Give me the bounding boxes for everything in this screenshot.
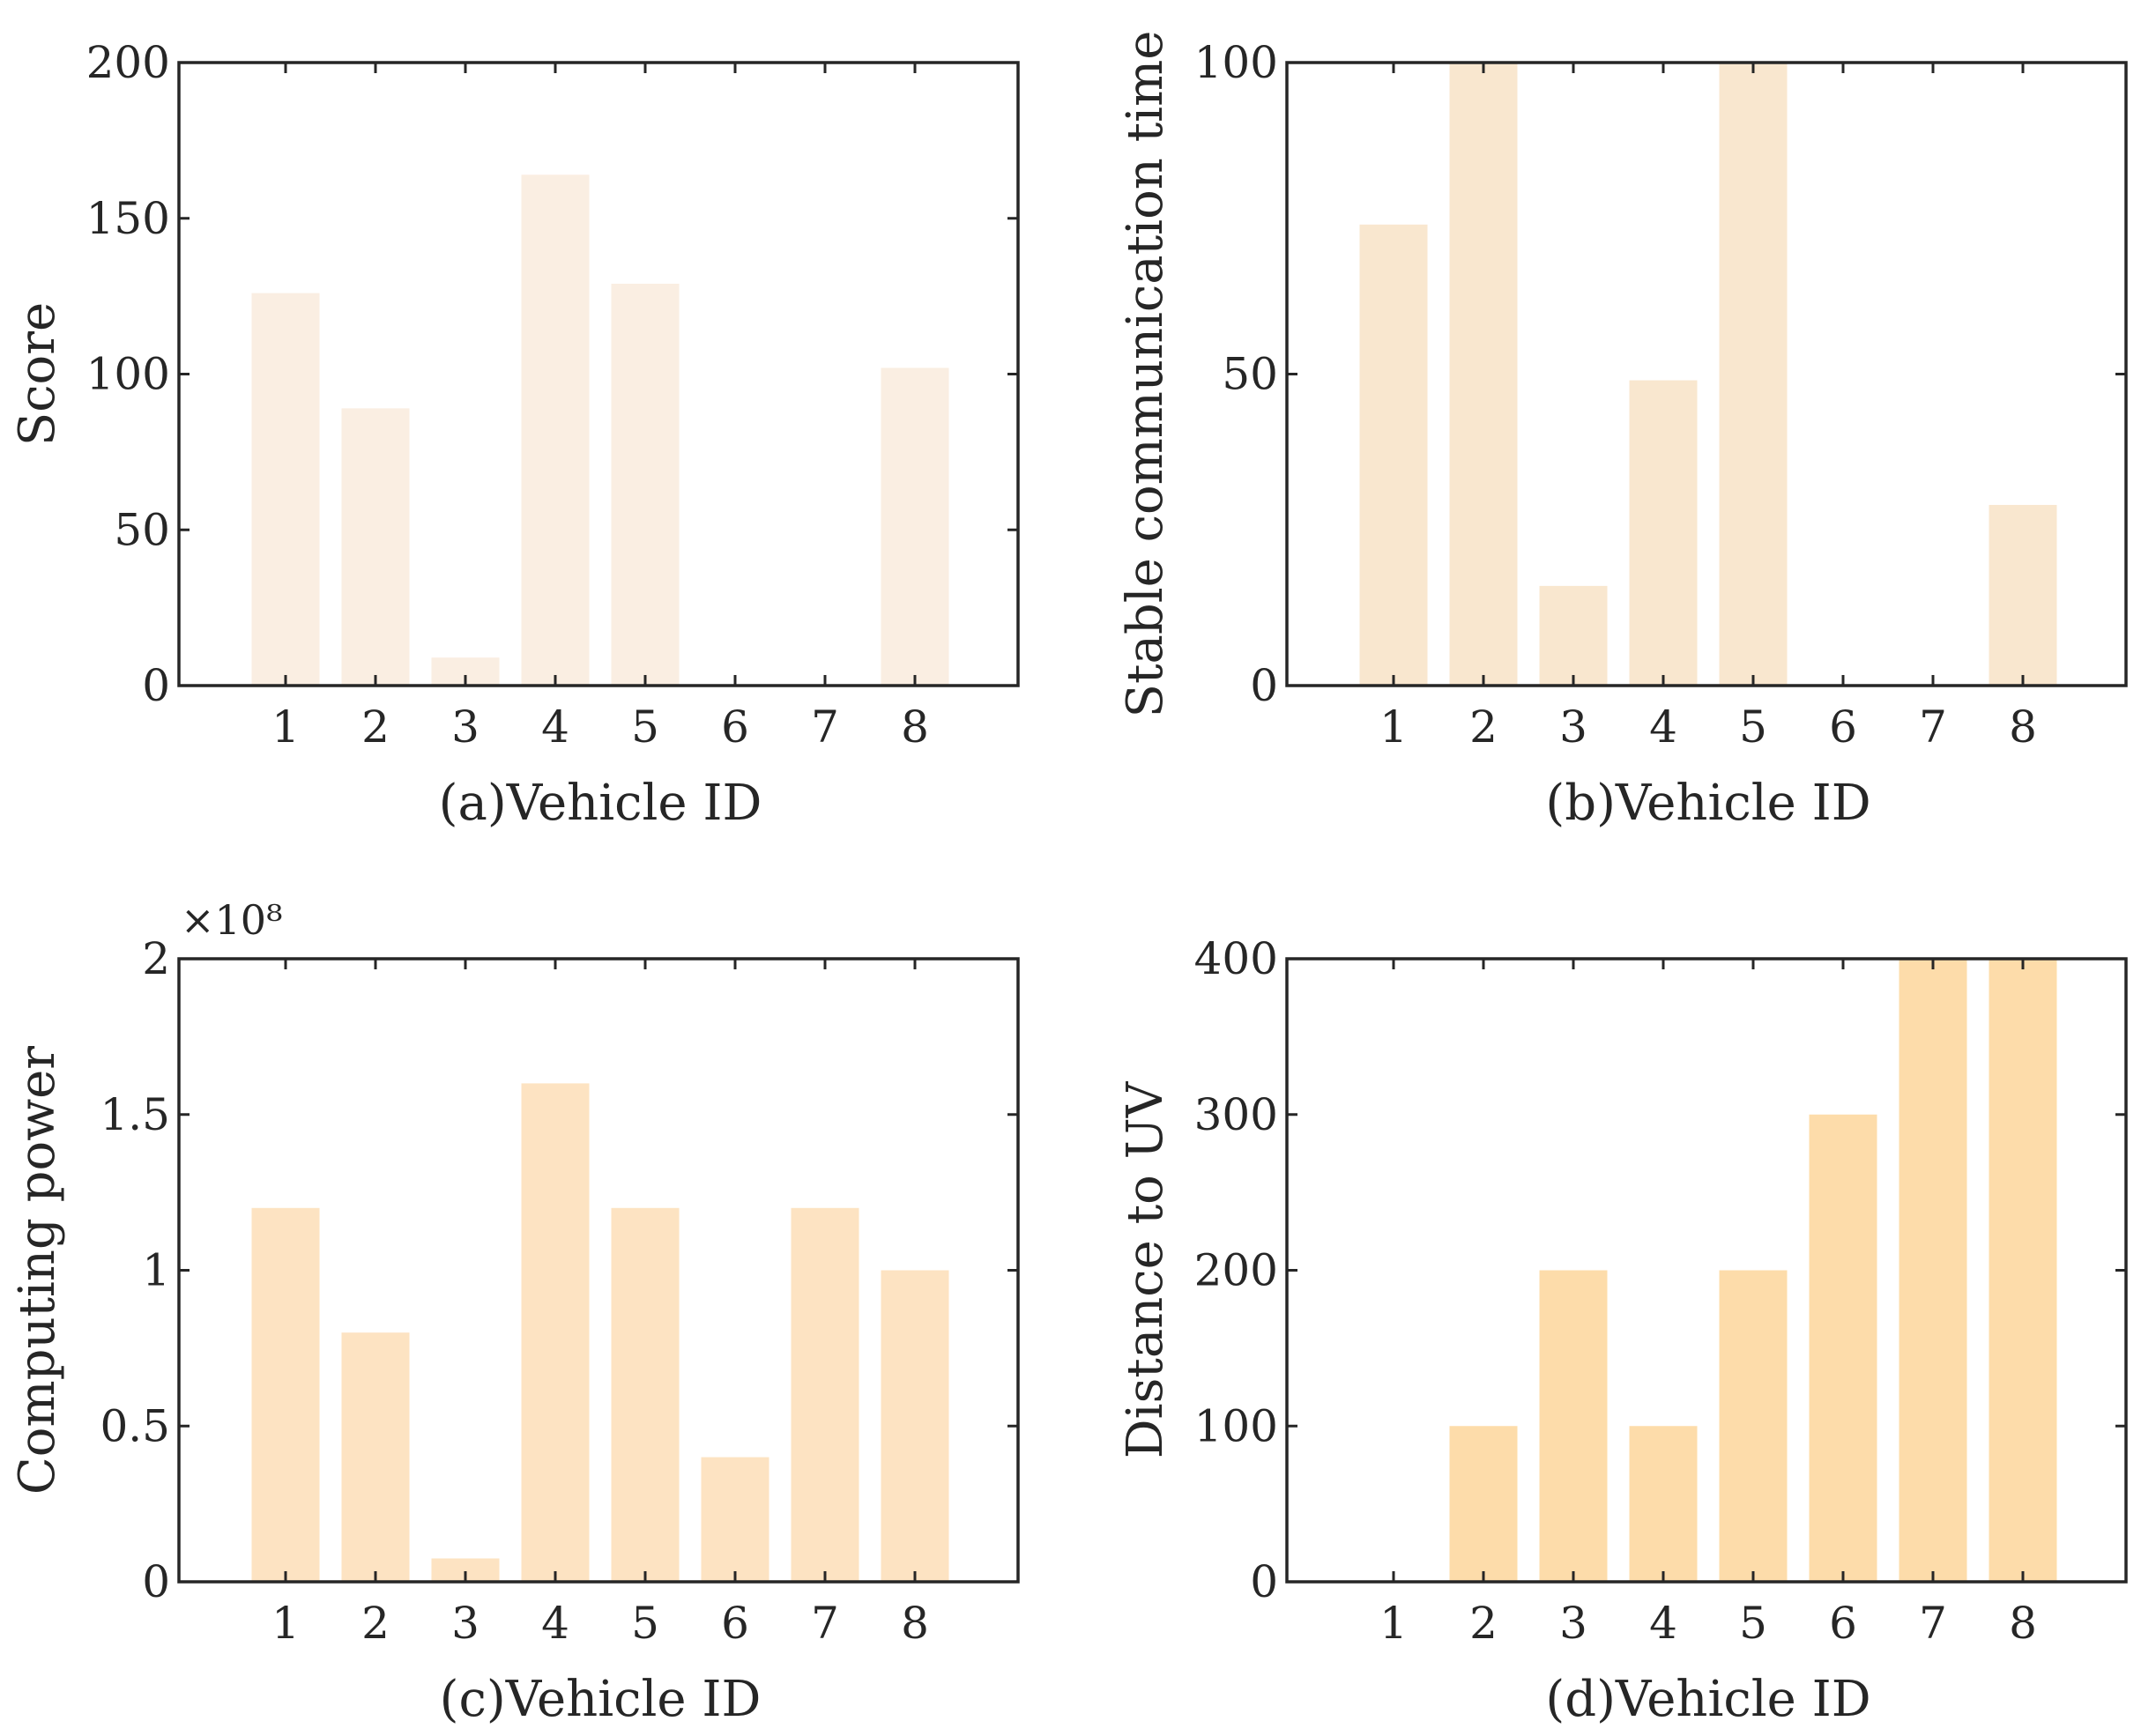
bar-vehicle-5 bbox=[1719, 63, 1788, 686]
x-tick-label: 5 bbox=[631, 1598, 659, 1649]
x-tick-label: 8 bbox=[901, 1598, 929, 1649]
panel-d: 0 100 200 300 400 1 2 3 4 5 6 7 8 (d)Vehicle ID Dis… bbox=[1117, 933, 2128, 1728]
bar-vehicle-5 bbox=[1719, 1270, 1788, 1582]
bar-vehicle-8 bbox=[1989, 504, 2057, 686]
bar-vehicle-7 bbox=[1899, 959, 1967, 1582]
y-tick-label: 100 bbox=[1194, 1400, 1278, 1451]
x-tick-label: 7 bbox=[1919, 1598, 1947, 1649]
x-tick-label: 6 bbox=[1829, 701, 1857, 753]
y-tick-label: 300 bbox=[1194, 1089, 1278, 1140]
bar-vehicle-4 bbox=[521, 1083, 590, 1582]
x-tick-label: 6 bbox=[1829, 1598, 1857, 1649]
x-tick-label: 4 bbox=[1649, 701, 1677, 753]
bar-vehicle-6 bbox=[1809, 1114, 1877, 1582]
bar-vehicle-2 bbox=[341, 408, 410, 686]
y-tick-label: 100 bbox=[86, 349, 170, 400]
x-tick-label: 7 bbox=[811, 1598, 839, 1649]
x-tick-label: 3 bbox=[1559, 701, 1587, 753]
x-tick-label: 4 bbox=[1649, 1598, 1677, 1649]
x-tick-label: 8 bbox=[2009, 1598, 2037, 1649]
y-tick-label: 200 bbox=[86, 37, 170, 88]
x-axis-label: (a)Vehicle ID bbox=[439, 775, 762, 832]
bar-vehicle-5 bbox=[611, 1207, 680, 1582]
x-axis-label: (d)Vehicle ID bbox=[1545, 1671, 1870, 1728]
y-axis-label: Score bbox=[9, 302, 66, 446]
x-tick-label: 3 bbox=[451, 701, 479, 753]
y-tick-label: 1.5 bbox=[100, 1089, 170, 1140]
bar-vehicle-3 bbox=[1539, 585, 1608, 686]
bar-vehicle-1 bbox=[251, 1207, 320, 1582]
x-tick-label: 4 bbox=[541, 1598, 569, 1649]
x-tick-label: 1 bbox=[271, 701, 300, 753]
y-tick-label: 50 bbox=[1222, 349, 1278, 400]
y-tick-label: 200 bbox=[1194, 1245, 1278, 1296]
x-tick-label: 1 bbox=[1379, 1598, 1408, 1649]
y-tick-label: 0 bbox=[142, 660, 170, 711]
bar-vehicle-3 bbox=[1539, 1270, 1608, 1582]
x-tick-label: 7 bbox=[1919, 701, 1947, 753]
y-tick-label: 50 bbox=[114, 504, 170, 555]
bar-vehicle-2 bbox=[1449, 63, 1518, 686]
y-axis-label: Computing power bbox=[9, 1046, 66, 1495]
x-tick-label: 3 bbox=[451, 1598, 479, 1649]
x-axis-label: (b)Vehicle ID bbox=[1545, 775, 1870, 832]
x-tick-label: 6 bbox=[721, 701, 749, 753]
y-tick-label: 150 bbox=[86, 193, 170, 244]
y-tick-label: 2 bbox=[142, 933, 170, 984]
exponent-label: ×10⁸ bbox=[181, 896, 283, 944]
x-tick-label: 5 bbox=[631, 701, 659, 753]
bar-vehicle-2 bbox=[1449, 1426, 1518, 1582]
x-tick-label: 4 bbox=[541, 701, 569, 753]
bar-vehicle-8 bbox=[881, 367, 949, 686]
panel-b: 0 50 100 1 2 3 4 5 6 7 8 (b)Vehicle ID Stable com… bbox=[1117, 31, 2128, 832]
y-tick-label: 1 bbox=[142, 1245, 170, 1296]
x-tick-label: 5 bbox=[1739, 1598, 1767, 1649]
x-tick-label: 2 bbox=[361, 1598, 390, 1649]
x-tick-label: 8 bbox=[901, 701, 929, 753]
y-tick-label: 100 bbox=[1194, 37, 1278, 88]
bar-vehicle-5 bbox=[611, 283, 680, 686]
y-tick-label: 0.5 bbox=[100, 1400, 170, 1451]
x-tick-label: 2 bbox=[1469, 1598, 1498, 1649]
x-tick-label: 7 bbox=[811, 701, 839, 753]
bar-vehicle-7 bbox=[791, 1207, 859, 1582]
x-tick-label: 2 bbox=[361, 701, 390, 753]
bar-vehicle-8 bbox=[1989, 959, 2057, 1582]
bar-vehicle-2 bbox=[341, 1332, 410, 1582]
x-tick-label: 2 bbox=[1469, 701, 1498, 753]
bar-vehicle-4 bbox=[521, 174, 590, 686]
bar-vehicle-1 bbox=[1359, 224, 1428, 686]
bar-vehicle-4 bbox=[1629, 380, 1698, 686]
x-tick-label: 1 bbox=[271, 1598, 300, 1649]
panel-a: 0 50 100 150 200 1 2 3 4 5 6 7 8 (a)Vehicle ID Scor… bbox=[9, 37, 1020, 832]
y-tick-label: 0 bbox=[142, 1556, 170, 1607]
x-tick-label: 6 bbox=[721, 1598, 749, 1649]
x-axis-label: (c)Vehicle ID bbox=[440, 1671, 762, 1728]
bar-vehicle-6 bbox=[701, 1457, 769, 1582]
y-axis-label: Stable communication time bbox=[1117, 31, 1174, 718]
x-tick-label: 5 bbox=[1739, 701, 1767, 753]
x-tick-label: 3 bbox=[1559, 1598, 1587, 1649]
x-tick-label: 8 bbox=[2009, 701, 2037, 753]
y-tick-label: 0 bbox=[1250, 660, 1278, 711]
y-axis-label: Distance to UV bbox=[1117, 1080, 1174, 1458]
bar-vehicle-8 bbox=[881, 1270, 949, 1582]
bar-vehicle-1 bbox=[251, 293, 320, 686]
x-tick-label: 1 bbox=[1379, 701, 1408, 753]
y-tick-label: 400 bbox=[1194, 933, 1278, 984]
y-tick-label: 0 bbox=[1250, 1556, 1278, 1607]
bar-vehicle-4 bbox=[1629, 1426, 1698, 1582]
panel-c: 0 0.5 1 1.5 2 1 2 3 4 5 6 7 8 ×10⁸ (c)Vehicle ID Co… bbox=[9, 896, 1020, 1728]
